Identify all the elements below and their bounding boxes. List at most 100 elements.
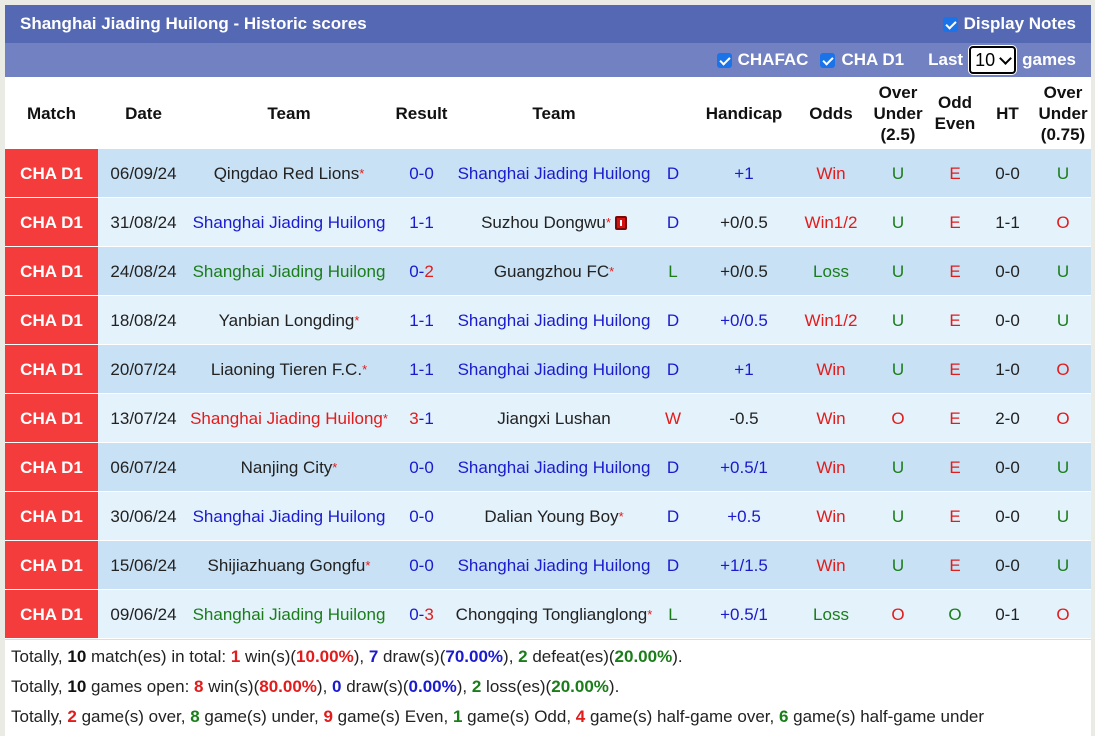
wdl-result: D <box>654 295 692 345</box>
half-time-score: 0-0 <box>980 295 1035 345</box>
chevron-down-icon <box>999 51 1012 65</box>
odds-result: Win <box>796 393 866 443</box>
away-team-link[interactable]: Suzhou Dongwu <box>481 212 606 232</box>
odd-even-result: O <box>930 589 980 639</box>
table-row: CHA D1 30/06/24 Shanghai Jiading Huilong 0-… <box>5 491 1091 541</box>
half-time-score: 1-0 <box>980 344 1035 394</box>
half-time-score: 1-1 <box>980 197 1035 247</box>
summary-line: Totally, 10 games open: 8 win(s)(80.00%)… <box>11 672 1091 702</box>
filter-bar: CHAFAC CHA D1 Last 10 games <box>5 43 1091 77</box>
col-home-team: Team <box>189 77 389 149</box>
league-badge[interactable]: CHA D1 <box>5 589 98 639</box>
summary-value: 4 <box>575 707 586 726</box>
home-score: 0 <box>409 506 419 526</box>
league-badge[interactable]: CHA D1 <box>5 246 98 296</box>
home-team-link[interactable]: Yanbian Longding <box>218 310 355 330</box>
home-marker: * <box>359 165 365 181</box>
home-team-link[interactable]: Nanjing City <box>240 457 333 477</box>
home-team-link[interactable]: Shanghai Jiading Huilong <box>192 261 386 281</box>
result-score[interactable]: 0-0 <box>389 540 454 590</box>
summary-value: 2 <box>471 677 482 696</box>
result-score[interactable]: 0-3 <box>389 589 454 639</box>
result-score[interactable]: 3-1 <box>389 393 454 443</box>
over-under-ht-result: U <box>1035 540 1091 590</box>
league-badge[interactable]: CHA D1 <box>5 540 98 590</box>
cha-d1-checkbox[interactable] <box>820 52 836 68</box>
over-under-result: O <box>866 393 930 443</box>
result-score[interactable]: 0-0 <box>389 491 454 541</box>
display-notes-toggle[interactable]: Display Notes <box>942 14 1076 34</box>
summary-value: 80.00% <box>259 677 317 696</box>
away-team-link[interactable]: Dalian Young Boy <box>484 506 619 526</box>
last-games-select[interactable]: 10 <box>969 46 1017 74</box>
league-badge[interactable]: CHA D1 <box>5 491 98 541</box>
scores-table: Match Date Team Result Team Handicap Odd… <box>5 77 1091 639</box>
col-result: Result <box>389 77 454 149</box>
home-team-link[interactable]: Shijiazhuang Gongfu <box>207 555 366 575</box>
match-date: 24/08/24 <box>98 246 189 296</box>
home-score: 1 <box>409 212 419 232</box>
odds-result: Win1/2 <box>796 295 866 345</box>
home-team-link[interactable]: Shanghai Jiading Huilong <box>192 604 386 624</box>
score-separator: - <box>418 359 425 379</box>
result-score[interactable]: 1-1 <box>389 197 454 247</box>
away-team-cell: Shanghai Jiading Huilong <box>454 149 654 198</box>
result-score[interactable]: 1-1 <box>389 344 454 394</box>
away-marker: * <box>609 263 615 279</box>
summary-text: win(s)( <box>203 677 260 696</box>
last-label: Last <box>928 50 964 69</box>
league-badge[interactable]: CHA D1 <box>5 393 98 443</box>
chafac-label: CHAFAC <box>737 50 809 69</box>
result-score[interactable]: 1-1 <box>389 295 454 345</box>
games-label: games <box>1022 50 1076 69</box>
score-separator: - <box>418 457 425 477</box>
away-team-link[interactable]: Shanghai Jiading Huilong <box>457 163 651 183</box>
away-team-link[interactable]: Jiangxi Lushan <box>497 408 611 428</box>
summary-text: draw(s)( <box>378 647 446 666</box>
away-team-link[interactable]: Guangzhou FC <box>493 261 610 281</box>
col-wdl <box>654 77 692 149</box>
handicap-value: +0.5/1 <box>692 442 796 492</box>
over-under-ht-result: U <box>1035 149 1091 198</box>
summary-value: 0.00% <box>408 677 457 696</box>
away-marker: * <box>618 508 624 524</box>
wdl-result: D <box>654 149 692 198</box>
over-under-ht-result: O <box>1035 344 1091 394</box>
over-under-result: U <box>866 295 930 345</box>
away-team-link[interactable]: Shanghai Jiading Huilong <box>457 457 651 477</box>
summary-value: 0 <box>332 677 342 696</box>
away-team-cell: Suzhou Dongwu* <box>454 197 654 247</box>
away-team-link[interactable]: Shanghai Jiading Huilong <box>457 359 651 379</box>
league-badge[interactable]: CHA D1 <box>5 197 98 247</box>
home-score: 0 <box>409 604 419 624</box>
result-score[interactable]: 0-2 <box>389 246 454 296</box>
chafac-checkbox[interactable] <box>716 52 732 68</box>
summary-text: match(es) in total: <box>86 647 231 666</box>
home-team-link[interactable]: Shanghai Jiading Huilong <box>190 408 383 428</box>
over-under-result: U <box>866 149 930 198</box>
league-badge[interactable]: CHA D1 <box>5 344 98 394</box>
result-score[interactable]: 0-0 <box>389 149 454 198</box>
league-badge[interactable]: CHA D1 <box>5 295 98 345</box>
score-separator: - <box>418 555 425 575</box>
summary-text: game(s) half-game under <box>788 707 985 726</box>
league-badge[interactable]: CHA D1 <box>5 442 98 492</box>
result-score[interactable]: 0-0 <box>389 442 454 492</box>
league-badge[interactable]: CHA D1 <box>5 149 98 198</box>
home-team-link[interactable]: Liaoning Tieren F.C. <box>210 359 363 379</box>
home-team-link[interactable]: Qingdao Red Lions <box>213 163 360 183</box>
home-team-link[interactable]: Shanghai Jiading Huilong <box>192 506 386 526</box>
home-team-link[interactable]: Shanghai Jiading Huilong <box>192 212 386 232</box>
match-date: 20/07/24 <box>98 344 189 394</box>
summary-value: 6 <box>778 707 789 726</box>
away-team-link[interactable]: Shanghai Jiading Huilong <box>457 310 651 330</box>
odds-result: Win <box>796 491 866 541</box>
summary-text: ), <box>316 677 333 696</box>
away-team-link[interactable]: Shanghai Jiading Huilong <box>457 555 651 575</box>
away-team-link[interactable]: Chongqing Tonglianglong <box>455 604 648 624</box>
summary-value: 8 <box>190 707 200 726</box>
away-team-cell: Guangzhou FC* <box>454 246 654 296</box>
display-notes-checkbox[interactable] <box>942 16 958 32</box>
wdl-result: D <box>654 344 692 394</box>
away-team-cell: Jiangxi Lushan <box>454 393 654 443</box>
